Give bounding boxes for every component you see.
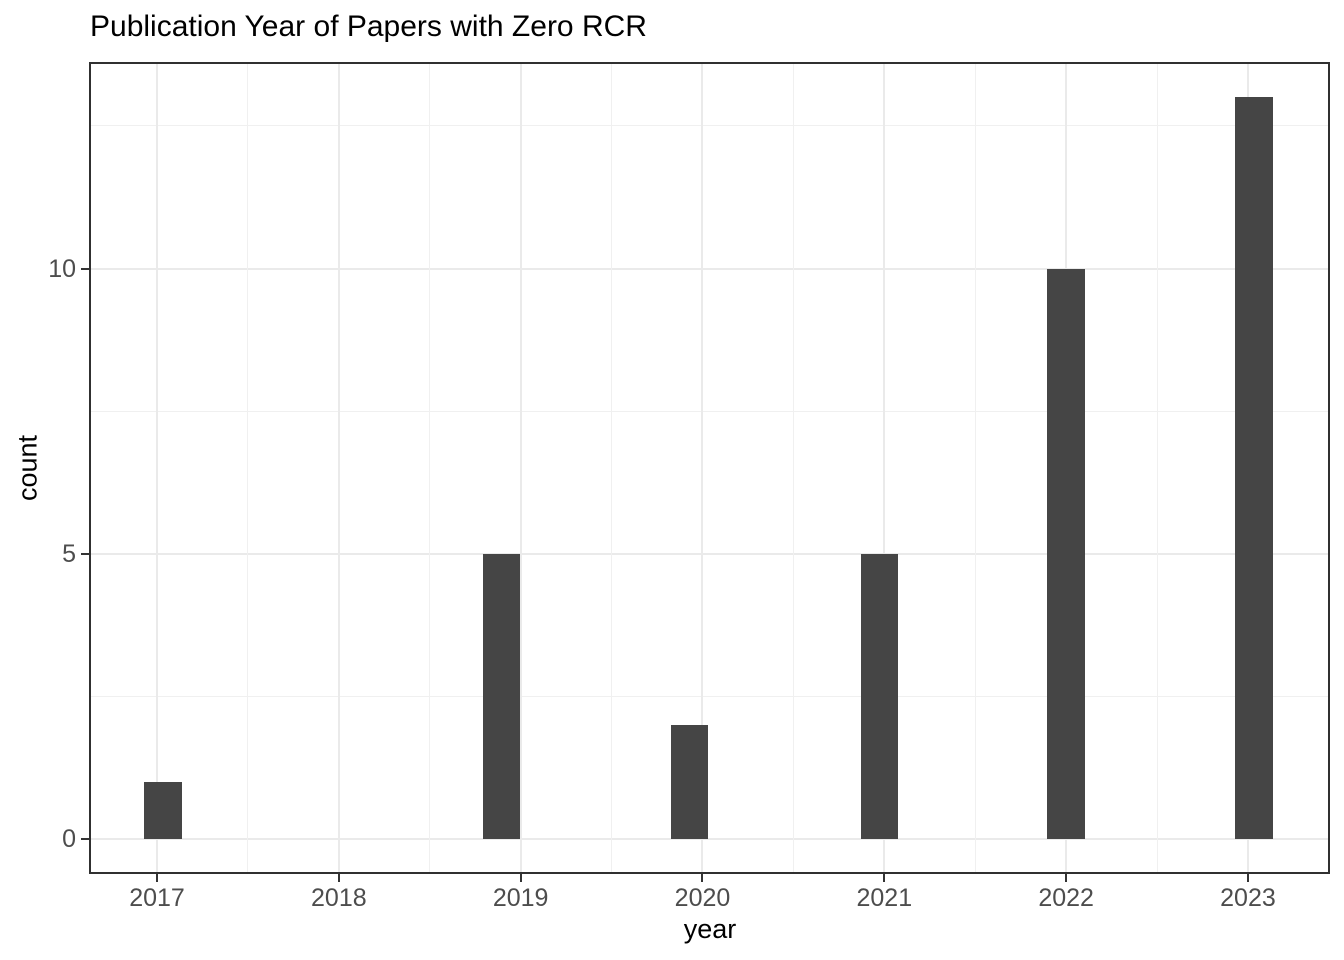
gridline-minor-v xyxy=(974,62,976,874)
gridline-minor-h xyxy=(89,695,1330,697)
y-tick-mark xyxy=(81,267,89,270)
gridline-major-h xyxy=(89,838,1330,840)
gridline-major-v xyxy=(701,62,704,874)
gridline-major-h xyxy=(89,267,1330,270)
x-tick-mark xyxy=(1246,874,1249,882)
x-tick-mark xyxy=(519,874,522,882)
x-tick-mark xyxy=(337,874,340,882)
gridline-minor-v xyxy=(792,62,794,874)
gridline-minor-v xyxy=(429,62,431,874)
x-axis-title: year xyxy=(683,914,737,944)
bar-2019 xyxy=(482,553,521,839)
bar-2023 xyxy=(1235,97,1273,839)
y-tick-mark xyxy=(81,838,89,840)
gridline-major-v xyxy=(156,62,158,874)
x-tick-label: 2017 xyxy=(129,884,185,912)
y-axis-title: count xyxy=(12,434,43,502)
bar-2022 xyxy=(1047,268,1085,839)
gridline-major-v xyxy=(337,62,340,874)
x-tick-label: 2020 xyxy=(674,884,731,912)
y-tick-label: 10 xyxy=(48,254,76,283)
gridline-major-v xyxy=(883,62,886,874)
x-tick-label: 2019 xyxy=(492,884,549,912)
y-tick-label: 5 xyxy=(62,539,76,568)
chart-title: Publication Year of Papers with Zero RCR xyxy=(90,10,647,43)
gridline-minor-h xyxy=(89,125,1330,127)
gridline-minor-v xyxy=(247,62,249,874)
x-tick-label: 2022 xyxy=(1038,884,1094,912)
x-tick-label: 2018 xyxy=(311,884,367,912)
x-tick-label: 2023 xyxy=(1220,884,1276,912)
x-tick-label: 2021 xyxy=(856,884,913,912)
gridline-major-h xyxy=(89,552,1330,555)
x-tick-mark xyxy=(883,874,886,882)
gridline-minor-v xyxy=(1156,62,1158,874)
gridline-minor-v xyxy=(611,62,613,874)
plot-panel xyxy=(89,62,1330,874)
x-tick-mark xyxy=(156,874,158,882)
gridline-minor-h xyxy=(89,410,1330,412)
y-tick-label: 0 xyxy=(62,825,76,853)
gridline-major-v xyxy=(519,62,522,874)
y-tick-mark xyxy=(81,552,89,555)
bar-2021 xyxy=(860,553,899,839)
x-tick-mark xyxy=(1065,874,1068,882)
bar-2017 xyxy=(144,781,182,839)
x-tick-mark xyxy=(701,874,704,882)
bar-2020 xyxy=(670,724,709,839)
